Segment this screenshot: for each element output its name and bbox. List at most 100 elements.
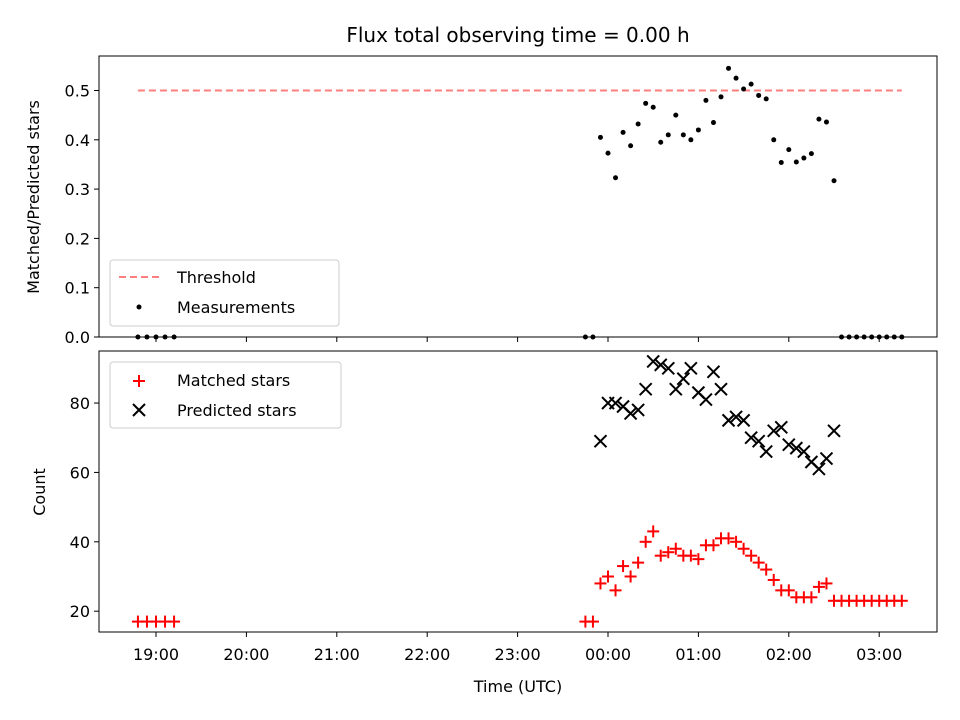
x-tick-label: 00:00 [585, 645, 631, 664]
matched-star-point [805, 591, 818, 604]
matched-star-point [617, 560, 630, 573]
measurement-point [605, 150, 611, 156]
predicted-star-point [729, 410, 743, 424]
predicted-star-point [669, 382, 683, 396]
matched-star-point [812, 580, 825, 593]
predicted-star-point [744, 431, 758, 445]
measurement-point [597, 134, 603, 140]
predicted-star-point [608, 396, 623, 410]
matched-star-point [722, 532, 735, 545]
predicted-star-point [676, 372, 691, 386]
matched-star-point [730, 535, 743, 548]
threshold-legend-label: Threshold [176, 268, 256, 287]
measurement-point [756, 92, 762, 98]
predicted-star-point [593, 434, 608, 448]
x-tick-label: 19:00 [133, 645, 179, 664]
measurement-point [778, 159, 784, 165]
measurement-point [680, 132, 686, 138]
ratio-y-tick-label: 0.3 [65, 180, 90, 199]
measurement-point [650, 104, 656, 110]
count-axes-frame [98, 350, 938, 633]
measurement-point [695, 127, 701, 133]
matched-star-point [669, 542, 682, 555]
matched-star-point [586, 615, 599, 628]
matched-star-point [602, 570, 614, 583]
measurement-point [673, 112, 679, 118]
matched-star-point [752, 556, 765, 569]
predicted-star-point [638, 382, 653, 396]
matched-star-point [737, 542, 750, 555]
measurement-point [658, 139, 664, 145]
predicted-star-point [714, 382, 728, 396]
matched-star-point [692, 553, 705, 566]
count-y-tick-label: 40 [70, 533, 90, 552]
count-ticks: 19:00 20:00 21:00 22:00 23:00 00:00 01:00 02:00… [70, 394, 903, 664]
measurement-point [741, 86, 747, 92]
matched-star-point [767, 573, 780, 586]
predicted-star-point [654, 358, 668, 372]
matched-star-point [594, 577, 607, 590]
measurement-point [703, 97, 709, 103]
count-y-axis-label: Count [30, 468, 49, 516]
measurements-legend-swatch [136, 304, 142, 310]
matched-star-point [654, 549, 667, 562]
matched-star-point [639, 535, 652, 548]
count-legend: Matched stars Predicted stars [109, 361, 342, 429]
x-tick-label: 23:00 [495, 645, 541, 664]
x-tick-label: 02:00 [766, 645, 812, 664]
matched-star-point [820, 577, 833, 590]
predicted-star-point [684, 361, 698, 376]
ratio-panel: 0.0 0.1 0.2 0.3 0.4 0.5 Matched/Predicted sta… [24, 55, 938, 347]
matched-star-point [684, 549, 697, 562]
ratio-legend-box [109, 259, 340, 327]
predicted-star-point [774, 420, 788, 435]
predicted-star-point [782, 437, 796, 452]
measurement-point [763, 96, 769, 102]
x-axis-label: Time (UTC) [473, 677, 562, 696]
measurement-point [793, 159, 799, 165]
x-tick-label: 22:00 [404, 645, 450, 664]
measurement-point [635, 121, 641, 127]
count-y-tick-label: 20 [70, 602, 90, 621]
predicted-star-point [797, 444, 811, 459]
measurement-point [801, 155, 807, 161]
matched-star-point [895, 594, 908, 607]
measurement-point [786, 147, 792, 153]
matched-star-point [707, 539, 720, 552]
matched-star-point [647, 525, 660, 538]
ratio-y-tick-label: 0.5 [65, 82, 90, 101]
matched-legend-label: Matched stars [177, 371, 290, 390]
predicted-star-point [706, 365, 721, 379]
matched-star-point [609, 584, 622, 597]
measurement-point [733, 75, 739, 81]
ratio-axes-frame [98, 55, 938, 338]
measurement-point [831, 178, 837, 184]
count-legend-box [109, 361, 342, 429]
ratio-y-axis-label: Matched/Predicted stars [24, 100, 43, 294]
count-y-tick-label: 80 [70, 394, 90, 413]
predicted-star-point [789, 441, 804, 455]
measurement-point [665, 132, 671, 138]
measurement-point [816, 116, 822, 122]
measurement-point [620, 129, 626, 135]
x-tick-label: 01:00 [675, 645, 721, 664]
measurement-point [808, 151, 814, 157]
measurements-legend-label: Measurements [177, 298, 295, 317]
predicted-star-point [827, 424, 841, 438]
predicted-legend-label: Predicted stars [177, 401, 297, 420]
predicted-star-point [736, 413, 751, 428]
predicted-star-point [631, 403, 645, 417]
ratio-y-tick-label: 0.4 [65, 131, 90, 150]
predicted-star-point [646, 354, 660, 369]
matched-star-point [782, 584, 795, 597]
count-y-tick-label: 60 [70, 463, 90, 482]
predicted-star-point [819, 451, 834, 466]
ratio-marks [135, 65, 905, 340]
predicted-star-point [721, 413, 736, 428]
count-panel: 19:00 20:00 21:00 22:00 23:00 00:00 01:00 02:00… [30, 350, 938, 696]
x-tick-label: 03:00 [856, 645, 902, 664]
x-tick-label: 20:00 [223, 645, 269, 664]
measurement-point [628, 143, 634, 149]
predicted-star-point [661, 361, 675, 376]
ratio-y-tick-label: 0.1 [65, 279, 90, 298]
